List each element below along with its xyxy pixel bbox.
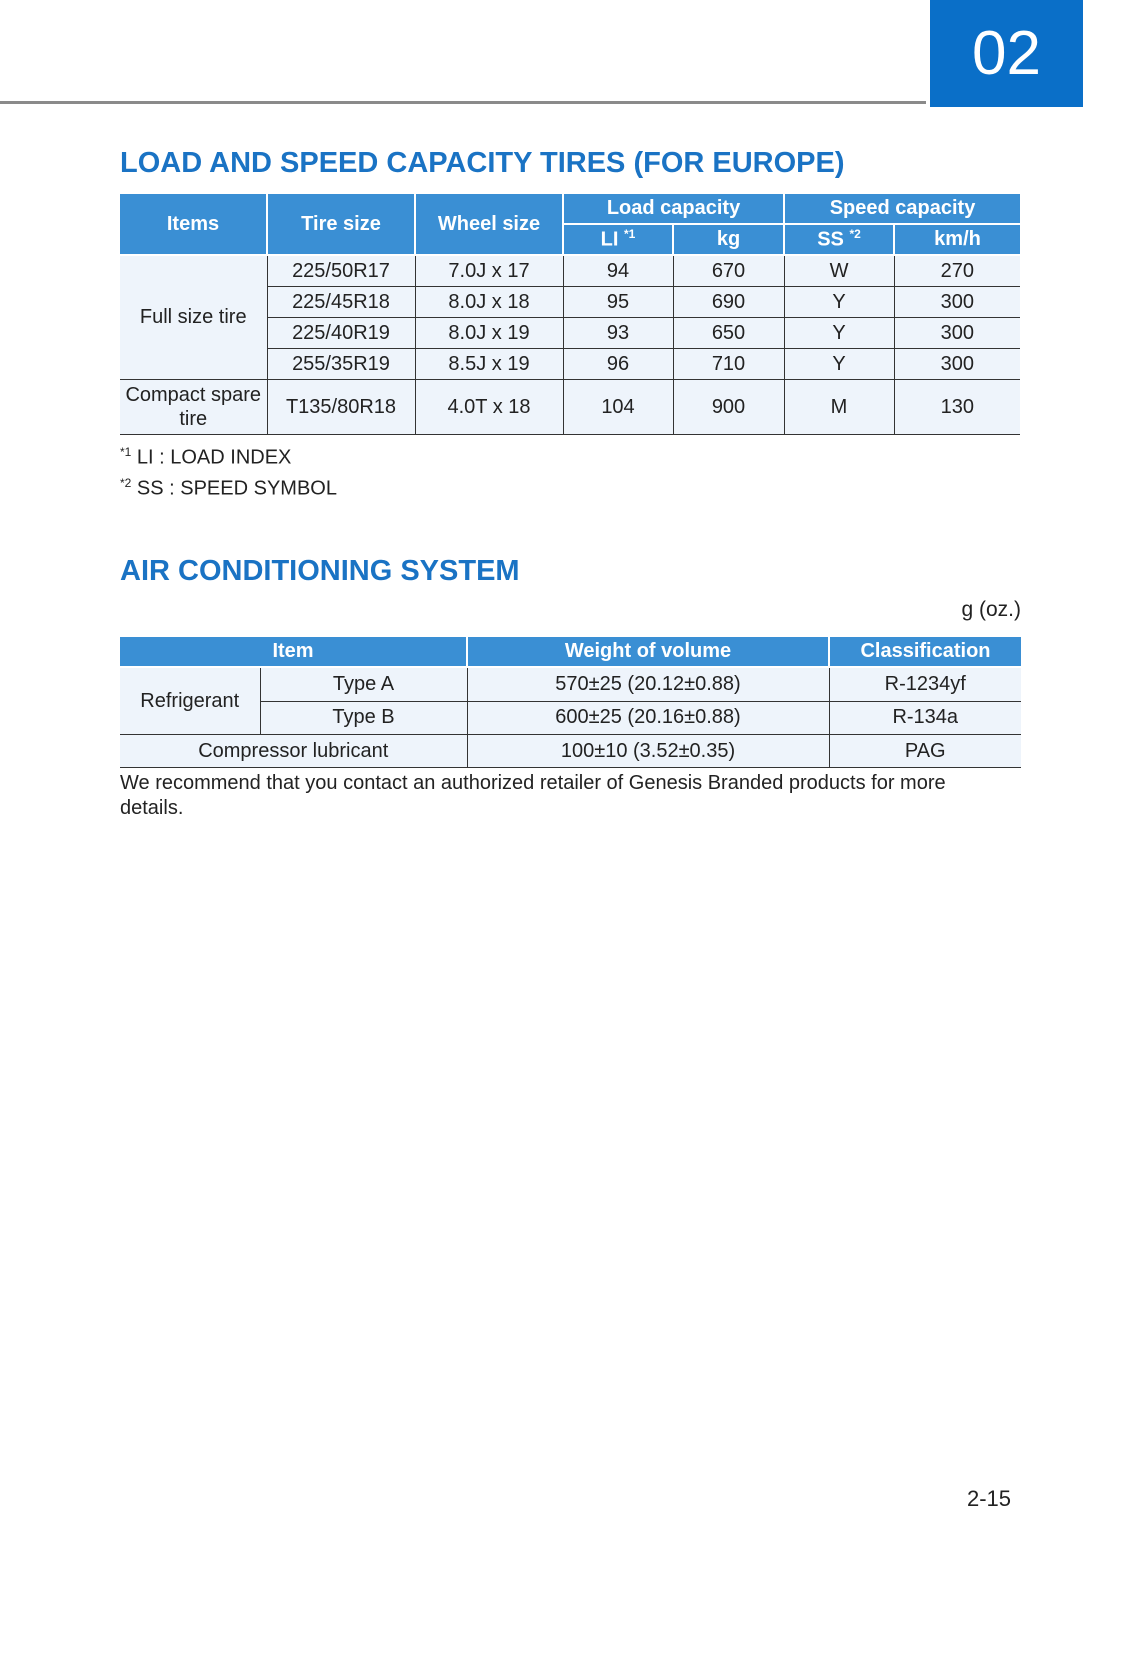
table-row: Full size tire 225/50R17 7.0J x 17 94 670 W 27… <box>120 255 1021 380</box>
th-ss: SS *2 <box>783 224 896 256</box>
chapter-tab: 02 <box>930 0 1083 107</box>
th-wheel-size: Wheel size <box>414 194 564 256</box>
table-cell: 650 <box>672 317 785 349</box>
th-speed: Speed capacity <box>783 194 1021 225</box>
table-cell: 710 <box>672 348 785 380</box>
type-b: Type B <box>259 701 468 735</box>
type-a: Type A <box>259 667 468 702</box>
table-cell: 94 <box>562 255 674 287</box>
header-rule <box>0 101 926 104</box>
table-row: 255/35R19 8.5J x 19 96 710 Y 300 <box>120 348 1021 380</box>
th-li: LI *1 <box>562 224 674 256</box>
compact-spare-label: Compact spare tire <box>120 379 268 435</box>
table-cell: 4.0T x 18 <box>414 379 564 435</box>
type-b-weight: 600±25 (20.16±0.88) <box>466 701 830 735</box>
lubricant-class: PAG <box>828 734 1021 768</box>
ac-note: We recommend that you contact an authori… <box>120 772 946 819</box>
unit-label: g (oz.) <box>961 598 1021 621</box>
ac-table: Item Weight of volume Classification Refri… <box>120 637 1021 768</box>
table-cell: 95 <box>562 286 674 318</box>
table-cell: 7.0J x 17 <box>414 255 564 287</box>
table-cell: T135/80R18 <box>266 379 416 435</box>
table-cell: 900 <box>672 379 785 435</box>
table-cell: 8.0J x 18 <box>414 286 564 318</box>
tire-notes: *1 LI : LOAD INDEX *2 SS : SPEED SYMBOL <box>120 440 337 501</box>
th-tire-size: Tire size <box>266 194 416 256</box>
type-a-weight: 570±25 (20.12±0.88) <box>466 667 830 702</box>
table-cell: Y <box>783 286 895 318</box>
table-cell: 670 <box>672 255 785 287</box>
full-size-label: Full size tire <box>120 255 268 380</box>
section-title-ac: AIR CONDITIONING SYSTEM <box>120 555 520 587</box>
refrigerant-label: Refrigerant <box>120 667 261 735</box>
table-cell: 690 <box>672 286 785 318</box>
th-items: Items <box>120 194 268 256</box>
table-cell: 300 <box>893 348 1021 380</box>
type-b-class: R-134a <box>828 701 1021 735</box>
note-li: *1 LI : LOAD INDEX <box>120 445 292 469</box>
table-row: 225/40R19 8.0J x 19 93 650 Y 300 <box>120 317 1021 349</box>
table-cell: 300 <box>893 286 1021 318</box>
table-cell: 255/35R19 <box>266 348 416 380</box>
table-cell: 270 <box>893 255 1021 287</box>
th-weight: Weight of volume <box>466 637 830 668</box>
table-cell: 96 <box>562 348 674 380</box>
note-ss: *2 SS : SPEED SYMBOL <box>120 475 337 500</box>
th-load: Load capacity <box>561 194 786 225</box>
th-class: Classification <box>828 637 1021 668</box>
table-cell: 104 <box>562 379 674 435</box>
table-cell: 8.0J x 19 <box>414 317 564 349</box>
table-cell: 130 <box>893 379 1021 435</box>
table-cell: 225/50R17 <box>266 255 416 287</box>
table-cell: 8.5J x 19 <box>414 348 564 380</box>
th-kg: kg <box>671 224 786 256</box>
table-cell: Y <box>783 317 895 349</box>
table-cell: 225/40R19 <box>266 317 416 349</box>
table-cell: W <box>783 255 895 287</box>
table-cell: Y <box>783 348 895 380</box>
tire-table: Items Tire size Wheel size Load capacity Spe… <box>120 194 1021 435</box>
th-item: Item <box>120 637 468 668</box>
table-row: 225/45R18 8.0J x 18 95 690 Y 300 <box>120 286 1021 318</box>
page-number: 2-15 <box>967 1486 1012 1511</box>
type-a-class: R-1234yf <box>828 667 1021 702</box>
table-cell: M <box>783 379 895 435</box>
table-cell: 93 <box>562 317 674 349</box>
table-row: Compact spare tire T135/80R18 4.0T x 18 104… <box>120 379 1021 435</box>
lubricant-weight: 100±10 (3.52±0.35) <box>466 734 830 768</box>
table-cell: 300 <box>893 317 1021 349</box>
th-kmh: km/h <box>893 224 1021 256</box>
table-cell: 225/45R18 <box>266 286 416 318</box>
lubricant-label: Compressor lubricant <box>120 734 468 768</box>
section-title-tires: LOAD AND SPEED CAPACITY TIRES (FOR EUROP… <box>120 147 845 179</box>
